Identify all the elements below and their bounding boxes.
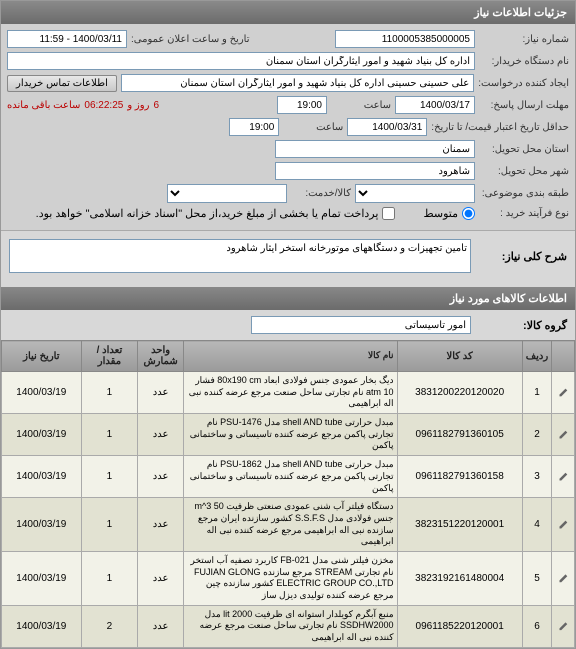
deadline-valid-time[interactable] xyxy=(229,118,279,136)
category-type-label: طبقه بندی موضوعی: xyxy=(479,188,569,199)
creator-input[interactable] xyxy=(121,74,474,92)
cell-code: 0961185220120001 xyxy=(397,605,522,647)
countdown-days: 6 xyxy=(153,100,159,111)
col-code: کد کالا xyxy=(397,341,522,372)
cell-date: 1400/03/19 xyxy=(2,456,82,498)
category-type-select[interactable] xyxy=(355,184,475,203)
need-no-label: شماره نیاز: xyxy=(479,34,569,45)
cell-code: 3831200220120020 xyxy=(397,372,522,414)
delivery-province-label: استان محل تحویل: xyxy=(479,144,569,155)
form-section: شماره نیاز: تاریخ و ساعت اعلان عمومی: نا… xyxy=(1,24,575,230)
deadline-valid-time-label: ساعت xyxy=(283,122,343,133)
desc-main-label: شرح کلی نیاز: xyxy=(477,250,567,263)
cell-code: 0961182791360158 xyxy=(397,456,522,498)
edit-icon[interactable] xyxy=(557,427,569,439)
cell-qty: 1 xyxy=(81,498,138,552)
table-row: 60961185220120001منبع آبگرم کویلدار استو… xyxy=(2,605,575,647)
edit-icon[interactable] xyxy=(557,517,569,529)
cell-date: 1400/03/19 xyxy=(2,498,82,552)
cell-date: 1400/03/19 xyxy=(2,605,82,647)
edit-icon[interactable] xyxy=(557,571,569,583)
purchase-type-label: نوع فرآیند خرید : xyxy=(479,208,569,219)
deadline-valid-date[interactable] xyxy=(347,118,427,136)
desc-main-input[interactable] xyxy=(9,239,471,273)
countdown-time: 06:22:25 xyxy=(84,100,123,111)
cell-idx: 2 xyxy=(522,414,551,456)
need-no-input[interactable] xyxy=(335,30,475,48)
item-service-select[interactable] xyxy=(167,184,287,203)
cell-code: 3823151220120001 xyxy=(397,498,522,552)
cell-name: دیگ بخار عمودی جنس فولادی ابعاد 80x190 c… xyxy=(183,372,397,414)
purchase-partial-checkbox[interactable] xyxy=(382,207,395,220)
public-announce-input[interactable] xyxy=(7,30,127,48)
delivery-city-input[interactable] xyxy=(275,162,475,180)
table-row: 43823151220120001دستگاه فیلتر آب شنی عمو… xyxy=(2,498,575,552)
desc-area: شرح کلی نیاز: xyxy=(1,230,575,287)
item-service-label: کالا/خدمت: xyxy=(291,188,351,199)
col-date: تاریخ نیاز xyxy=(2,341,82,372)
panel-title: جزئیات اطلاعات نیاز xyxy=(1,1,575,24)
cell-unit: عدد xyxy=(138,498,184,552)
cell-idx: 1 xyxy=(522,372,551,414)
public-announce-label: تاریخ و ساعت اعلان عمومی: xyxy=(131,34,250,45)
edit-icon[interactable] xyxy=(557,385,569,397)
deadline-valid-label: حداقل تاریخ اعتبار قیمت/ تا تاریخ: xyxy=(431,122,569,133)
cell-qty: 1 xyxy=(81,551,138,605)
edit-icon[interactable] xyxy=(557,469,569,481)
countdown-days-label: روز و xyxy=(127,100,149,111)
group-input[interactable] xyxy=(251,316,471,334)
cell-date: 1400/03/19 xyxy=(2,372,82,414)
col-edit xyxy=(552,341,575,372)
deadline-send-label: مهلت ارسال پاسخ: xyxy=(479,100,569,111)
group-label: گروه کالا: xyxy=(477,319,567,332)
items-header: اطلاعات کالاهای مورد نیاز xyxy=(1,287,575,310)
cell-qty: 2 xyxy=(81,605,138,647)
cell-code: 3823192161480004 xyxy=(397,551,522,605)
cell-code: 0961182791360105 xyxy=(397,414,522,456)
cell-qty: 1 xyxy=(81,414,138,456)
col-idx: ردیف xyxy=(522,341,551,372)
deadline-send-time[interactable] xyxy=(277,96,327,114)
purchase-partial-label: پرداخت تمام یا بخشی از مبلغ خرید،از محل … xyxy=(36,207,379,220)
cell-idx: 6 xyxy=(522,605,551,647)
buyer-device-input[interactable] xyxy=(7,52,475,70)
col-unit: واحد شمارش xyxy=(138,341,184,372)
cell-idx: 3 xyxy=(522,456,551,498)
table-row: 53823192161480004مخزن فیلتر شنی مدل FB-0… xyxy=(2,551,575,605)
purchase-mid-radio[interactable] xyxy=(462,207,475,220)
purchase-mid-label: متوسط xyxy=(423,207,458,220)
countdown-suffix: ساعت باقی مانده xyxy=(7,100,80,111)
table-row: 20961182791360105مبدل حرارتی shell AND t… xyxy=(2,414,575,456)
cell-name: منبع آبگرم کویلدار استوانه ای ظرفیت 2000… xyxy=(183,605,397,647)
deadline-send-date[interactable] xyxy=(395,96,475,114)
cell-date: 1400/03/19 xyxy=(2,414,82,456)
table-row: 13831200220120020دیگ بخار عمودی جنس فولا… xyxy=(2,372,575,414)
cell-unit: عدد xyxy=(138,605,184,647)
cell-qty: 1 xyxy=(81,372,138,414)
cell-unit: عدد xyxy=(138,551,184,605)
cell-name: مبدل حرارتی shell AND tube مدل PSU-1862 … xyxy=(183,456,397,498)
cell-name: دستگاه فیلتر آب شنی عمودی صنعتی ظرفیت 50… xyxy=(183,498,397,552)
delivery-city-label: شهر محل تحویل: xyxy=(479,166,569,177)
cell-unit: عدد xyxy=(138,414,184,456)
col-name: نام کالا xyxy=(183,341,397,372)
creator-label: ایجاد کننده درخواست: xyxy=(478,78,569,89)
contact-buyer-button[interactable]: اطلاعات تماس خریدار xyxy=(7,75,117,92)
buyer-device-label: نام دستگاه خریدار: xyxy=(479,56,569,67)
cell-name: مبدل حرارتی shell AND tube مدل PSU-1476 … xyxy=(183,414,397,456)
items-table: ردیف کد کالا نام کالا واحد شمارش تعداد /… xyxy=(1,340,575,648)
cell-idx: 5 xyxy=(522,551,551,605)
cell-qty: 1 xyxy=(81,456,138,498)
deadline-send-time-label: ساعت xyxy=(331,100,391,111)
col-qty: تعداد / مقدار xyxy=(81,341,138,372)
cell-unit: عدد xyxy=(138,456,184,498)
table-row: 30961182791360158مبدل حرارتی shell AND t… xyxy=(2,456,575,498)
cell-name: مخزن فیلتر شنی مدل FB-021 کاربرد تصفیه آ… xyxy=(183,551,397,605)
cell-unit: عدد xyxy=(138,372,184,414)
cell-date: 1400/03/19 xyxy=(2,551,82,605)
delivery-province-input[interactable] xyxy=(275,140,475,158)
cell-idx: 4 xyxy=(522,498,551,552)
edit-icon[interactable] xyxy=(557,619,569,631)
